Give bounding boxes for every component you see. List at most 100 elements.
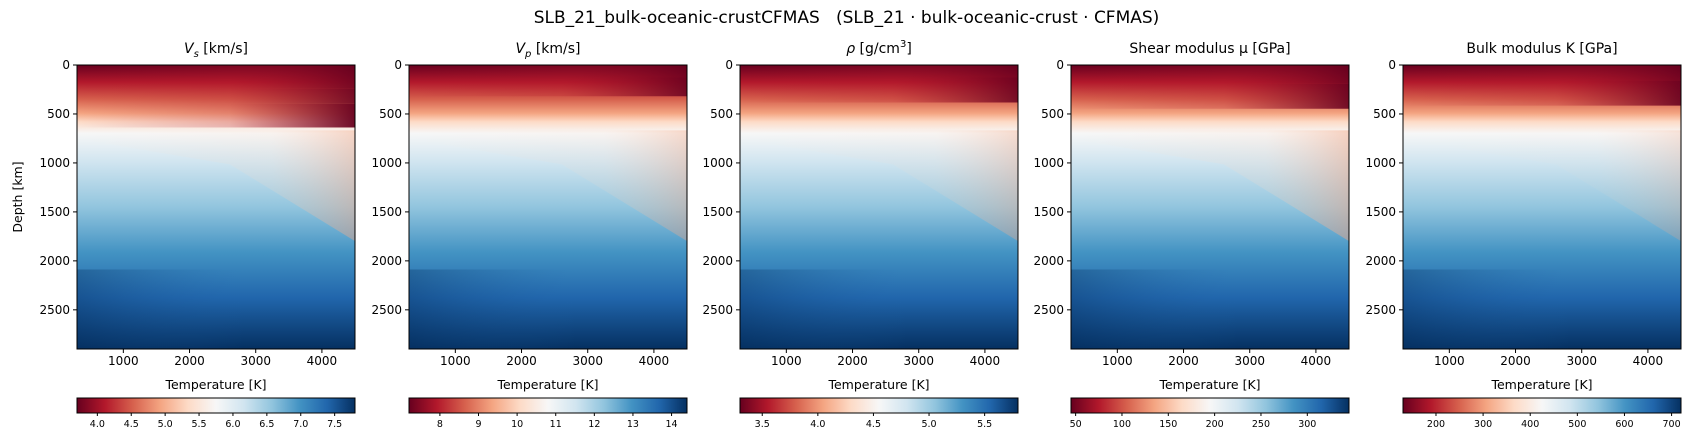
colorbar-tick-label: 300	[1474, 419, 1492, 430]
x-tick-label: 2000	[1168, 354, 1199, 368]
y-tick-label: 1000	[39, 156, 70, 170]
colorbar-tick-label: 5.0	[158, 419, 173, 430]
heatmap-layer	[409, 65, 687, 78]
heatmap-warm-region	[1071, 130, 1349, 242]
y-tick-label: 2000	[39, 254, 70, 268]
x-tick-label: 1000	[1434, 354, 1465, 368]
axes-frame	[739, 64, 1019, 350]
x-axis-label: Temperature [K]	[827, 377, 929, 392]
x-axis-label: Temperature [K]	[164, 377, 266, 392]
heatmap-cold-region	[740, 269, 1018, 349]
panel-title: Vp [km/s]	[515, 41, 580, 60]
y-tick-label: 0	[394, 58, 402, 72]
x-tick-label: 2000	[837, 354, 868, 368]
x-tick-label: 3000	[1234, 354, 1265, 368]
heatmap-field	[409, 65, 687, 349]
heatmap-cold-region	[409, 269, 687, 349]
x-tick-label: 2000	[506, 354, 537, 368]
x-tick-label: 3000	[572, 354, 603, 368]
colorbar-tick-label: 500	[1568, 419, 1586, 430]
colorbar-gradient	[76, 397, 356, 414]
heatmap-layer	[77, 103, 355, 128]
y-tick-label: 1500	[702, 205, 733, 219]
y-tick-label: 500	[47, 107, 70, 121]
y-tick-label: 1000	[1365, 156, 1396, 170]
heatmap-cold-region	[1071, 269, 1349, 349]
colorbar-tick-label: 5.5	[191, 419, 206, 430]
panel-title: Bulk modulus K [GPa]	[1466, 41, 1617, 57]
y-tick-label: 500	[710, 107, 733, 121]
colorbar-tick-label: 4.5	[124, 419, 139, 430]
heatmap-field	[740, 65, 1018, 349]
heatmap-layer	[1071, 65, 1349, 84]
colorbar-tick-label: 300	[1298, 419, 1316, 430]
x-tick-label: 4000	[639, 354, 670, 368]
heatmap-layer	[1403, 65, 1681, 81]
axes-frame	[76, 64, 356, 350]
heatmap-warm-region	[740, 130, 1018, 242]
x-tick-label: 4000	[1301, 354, 1332, 368]
x-tick-label: 3000	[1566, 354, 1597, 368]
y-tick-label: 500	[379, 107, 402, 121]
y-tick-label: 1500	[39, 205, 70, 219]
heatmap-layer	[740, 77, 1018, 103]
x-axis-label: Temperature [K]	[496, 377, 598, 392]
colorbar-gradient	[1070, 397, 1350, 414]
colorbar-tick-label: 14	[666, 419, 678, 430]
panel-title: Shear modulus μ [GPa]	[1129, 41, 1290, 57]
heatmap-layer	[409, 77, 687, 97]
y-tick-label: 500	[1041, 107, 1064, 121]
axes-frame	[1070, 64, 1350, 350]
figure-title: SLB_21_bulk-oceanic-crustCFMAS (SLB_21 ·…	[533, 8, 1160, 28]
colorbar-gradient	[408, 397, 688, 414]
colorbar-tick-label: 200	[1206, 419, 1224, 430]
y-axis-label: Depth [km]	[10, 161, 25, 232]
panel-5: 1000 2000 3000 4000 0 500 1000 1500 2000 2500 Temp…	[1365, 41, 1682, 430]
y-tick-label: 0	[725, 58, 733, 72]
y-tick-label: 2000	[702, 254, 733, 268]
heatmap-warm-region	[409, 130, 687, 242]
heatmap-layer	[77, 88, 355, 104]
y-tick-label: 2500	[371, 303, 402, 317]
colorbar-tick-label: 9	[475, 419, 481, 430]
heatmap-field	[1071, 65, 1349, 349]
colorbar-tick-label: 5.0	[921, 419, 936, 430]
colorbar: 200 300 400 500 600 700	[1402, 397, 1682, 430]
y-tick-label: 2500	[1033, 303, 1064, 317]
y-tick-label: 1500	[1033, 205, 1064, 219]
panel-1: 1000 2000 3000 4000 0 500 1000 1500 2000 2500 Temp…	[10, 41, 356, 430]
heatmap-field	[1403, 65, 1681, 349]
panel-title: Vs [km/s]	[184, 41, 248, 60]
colorbar-tick-label: 600	[1615, 419, 1633, 430]
colorbar: 8 9 10 11 12 13 14	[408, 397, 688, 430]
heatmap-layer	[740, 65, 1018, 78]
colorbar-tick-label: 10	[511, 419, 523, 430]
colorbar: 3.5 4.0 4.5 5.0 5.5	[739, 397, 1019, 430]
colorbar-tick-label: 700	[1663, 419, 1681, 430]
y-tick-label: 2500	[1365, 303, 1396, 317]
colorbar-tick-label: 50	[1070, 419, 1082, 430]
colorbar-tick-label: 8	[437, 419, 443, 430]
x-tick-label: 4000	[970, 354, 1001, 368]
y-tick-label: 1500	[1365, 205, 1396, 219]
colorbar-tick-label: 12	[588, 419, 600, 430]
x-tick-label: 2000	[1500, 354, 1531, 368]
x-axis-label: Temperature [K]	[1490, 377, 1592, 392]
heatmap-warm-region	[1403, 130, 1681, 242]
colorbar-tick-label: 6.0	[225, 419, 240, 430]
colorbar-gradient	[1402, 397, 1682, 414]
x-tick-label: 3000	[240, 354, 271, 368]
colorbar-tick-label: 100	[1113, 419, 1131, 430]
colorbar-tick-label: 150	[1159, 419, 1177, 430]
y-tick-label: 1000	[371, 156, 402, 170]
heatmap-layer	[1403, 80, 1681, 106]
colorbar: 4.0 4.5 5.0 5.5 6.0 6.5 7.0 7.5	[76, 397, 356, 430]
y-tick-label: 2000	[1033, 254, 1064, 268]
heatmap-cold-region	[77, 269, 355, 349]
colorbar-tick-label: 6.5	[259, 419, 274, 430]
x-tick-label: 1000	[771, 354, 802, 368]
y-tick-label: 0	[62, 58, 70, 72]
y-tick-label: 1000	[1033, 156, 1064, 170]
